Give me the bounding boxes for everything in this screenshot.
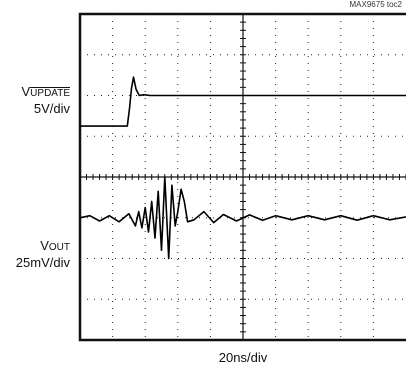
ch2-scale: 25mV/div (15, 255, 70, 270)
x-axis-label: 20ns/div (218, 350, 268, 365)
trace-ch2 (79, 176, 406, 260)
ch2-label-sub: OUT (48, 242, 70, 253)
ch2-label: VOUT 25mV/div (0, 238, 70, 270)
ch1-label: VUPDATE 5V/div (0, 84, 71, 116)
trace-ch1 (80, 76, 406, 127)
ch1-label-sub: UPDATE (30, 88, 70, 99)
traces (79, 76, 406, 260)
figure-id: MAX9675 toc2 (349, 0, 402, 9)
ch1-scale: 5V/div (33, 101, 70, 116)
graticule (78, 12, 406, 342)
